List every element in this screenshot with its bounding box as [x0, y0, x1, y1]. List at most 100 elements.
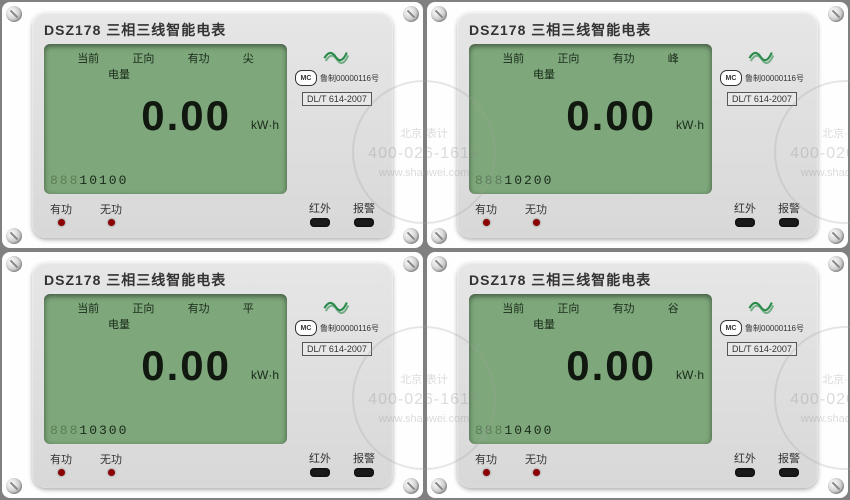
led-item: 无功	[100, 201, 122, 226]
lcd-top-labels: 当前正向有功峰	[469, 50, 712, 66]
led-item: 有功	[50, 451, 72, 476]
meter-grid: DSZ178 三相三线智能电表当前正向有功尖电量0.00kW·h88810100…	[0, 0, 850, 500]
led-group: 有功 无功	[50, 451, 122, 476]
brand-logo-icon	[748, 44, 776, 64]
lcd-label: 正向	[132, 50, 154, 66]
led-indicator-icon	[58, 219, 65, 226]
meter-panel: DSZ178 三相三线智能电表当前正向有功峰电量0.00kW·h88810200…	[457, 12, 818, 238]
lcd-main-value: 0.00	[141, 342, 231, 390]
screw	[403, 256, 419, 272]
meter: DSZ178 三相三线智能电表当前正向有功峰电量0.00kW·h88810200…	[427, 2, 848, 248]
lcd-top-labels: 当前正向有功尖	[44, 50, 287, 66]
lcd-unit: kW·h	[676, 368, 704, 382]
bottom-row: 有功无功 红外 报警	[44, 200, 381, 227]
led-item: 有功	[475, 201, 497, 226]
led-item: 无功	[100, 451, 122, 476]
sensor-item: 报警	[778, 200, 800, 227]
lcd-code-prefix: 888	[475, 173, 504, 188]
meter-panel: DSZ178 三相三线智能电表当前正向有功尖电量0.00kW·h88810100…	[32, 12, 393, 238]
sensor-window-icon	[354, 468, 374, 477]
lcd-label: 有功	[613, 50, 635, 66]
screw	[403, 6, 419, 22]
mc-badge: MC	[720, 70, 742, 86]
screw	[431, 228, 447, 244]
side-panel: MC鲁制00000116号 DL/T 614-2007	[293, 294, 381, 444]
sensor-group: 红外 报警	[309, 200, 375, 227]
lcd-screen: 当前正向有功尖电量0.00kW·h88810100	[44, 44, 287, 194]
lcd-wrap: 当前正向有功尖电量0.00kW·h88810100MC鲁制00000116号DL…	[44, 44, 381, 194]
lcd-code-prefix: 888	[50, 173, 79, 188]
sensor-item: 红外	[734, 200, 756, 227]
meter-title: DSZ178 三相三线智能电表	[44, 20, 381, 40]
bottom-row: 有功 无功 红外报警	[44, 450, 381, 477]
screw	[403, 228, 419, 244]
lcd-label: 当前	[502, 300, 524, 316]
screw	[431, 478, 447, 494]
sensor-window-icon	[310, 468, 330, 477]
led-indicator-icon	[483, 219, 490, 226]
sensor-label: 报警	[778, 200, 800, 216]
meter-title: DSZ178 三相三线智能电表	[469, 20, 806, 40]
screw	[828, 6, 844, 22]
sensor-label: 红外	[734, 200, 756, 216]
lcd-code: 88810400	[475, 423, 553, 438]
led-indicator-icon	[108, 219, 115, 226]
mc-badge: MC	[295, 70, 317, 86]
lcd-sub-label: 电量	[533, 66, 555, 82]
lcd-code: 88810300	[50, 423, 128, 438]
lcd-label: 有功	[188, 300, 210, 316]
sensor-label: 报警	[353, 200, 375, 216]
meter-title: DSZ178 三相三线智能电表	[44, 270, 381, 290]
sensor-item: 报警	[353, 200, 375, 227]
meter-panel: DSZ178 三相三线智能电表当前正向有功平电量0.00kW·h88810300…	[32, 262, 393, 488]
side-panel: MC鲁制00000116号DL/T 614-2007	[293, 44, 381, 194]
lcd-code-prefix: 888	[475, 423, 504, 438]
led-label: 有功	[50, 451, 72, 467]
cert-number: 鲁制00000116号	[320, 323, 379, 334]
lcd-label: 正向	[557, 50, 579, 66]
screw	[828, 478, 844, 494]
screw	[431, 6, 447, 22]
mc-badge: MC	[295, 320, 317, 336]
sensor-window-icon	[779, 218, 799, 227]
standard-label: DL/T 614-2007	[727, 342, 797, 356]
lcd-unit: kW·h	[251, 368, 279, 382]
cert-row: MC鲁制00000116号	[720, 70, 804, 86]
lcd-unit: kW·h	[676, 118, 704, 132]
sensor-label: 红外	[309, 200, 331, 216]
led-label: 无功	[100, 451, 122, 467]
screw	[431, 256, 447, 272]
standard-label: DL/T 614-2007	[302, 342, 372, 356]
sensor-label: 报警	[778, 450, 800, 466]
lcd-sub-label: 电量	[108, 66, 130, 82]
brand-logo-icon	[323, 294, 351, 314]
lcd-code-value: 10200	[504, 173, 553, 188]
sensor-group: 红外 报警	[734, 200, 800, 227]
sensor-window-icon	[779, 468, 799, 477]
meter-panel: DSZ178 三相三线智能电表当前正向有功谷电量0.00kW·h88810400…	[457, 262, 818, 488]
meter: DSZ178 三相三线智能电表当前正向有功平电量0.00kW·h88810300…	[2, 252, 423, 498]
lcd-label: 谷	[668, 300, 679, 316]
led-group: 有功无功	[50, 201, 122, 226]
brand-logo-icon	[748, 294, 776, 314]
led-group: 有功 无功	[475, 201, 547, 226]
screw	[6, 256, 22, 272]
led-item: 无功	[525, 201, 547, 226]
cert-number: 鲁制00000116号	[320, 73, 379, 84]
led-label: 无功	[525, 201, 547, 217]
led-label: 无功	[100, 201, 122, 217]
lcd-sub-label: 电量	[108, 316, 130, 332]
lcd-code-value: 10400	[504, 423, 553, 438]
lcd-screen: 当前正向有功谷电量0.00kW·h88810400	[469, 294, 712, 444]
meter-title: DSZ178 三相三线智能电表	[469, 270, 806, 290]
cert-row: MC鲁制00000116号	[720, 320, 804, 336]
sensor-item: 报警	[353, 450, 375, 477]
standard-label: DL/T 614-2007	[727, 92, 797, 106]
side-panel: MC鲁制00000116号 DL/T 614-2007	[718, 294, 806, 444]
lcd-screen: 当前正向有功峰电量0.00kW·h88810200	[469, 44, 712, 194]
led-label: 有功	[475, 451, 497, 467]
lcd-wrap: 当前正向有功峰电量0.00kW·h88810200MC鲁制00000116号DL…	[469, 44, 806, 194]
bottom-row: 有功无功红外报警	[469, 450, 806, 477]
sensor-window-icon	[735, 218, 755, 227]
sensor-item: 红外	[309, 450, 331, 477]
